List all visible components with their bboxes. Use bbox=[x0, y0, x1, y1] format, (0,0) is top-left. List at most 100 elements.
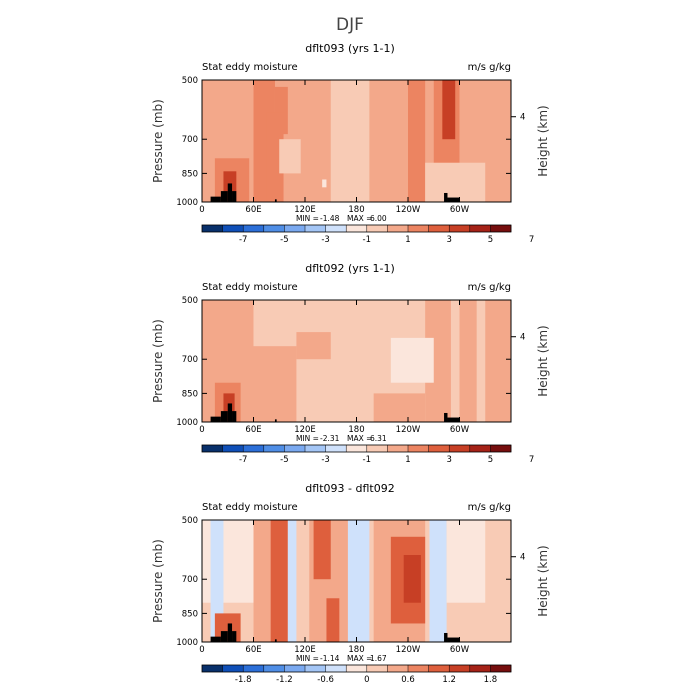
colorbar-swatch bbox=[387, 665, 409, 672]
height-tick-label: 4 bbox=[520, 553, 525, 563]
y-tick-label: 850 bbox=[182, 609, 198, 619]
y-tick-label: 700 bbox=[182, 355, 198, 365]
colorbar-label: 3 bbox=[446, 455, 451, 465]
variable-label: Stat eddy moisture bbox=[202, 62, 298, 73]
max-value: 6.00 bbox=[370, 214, 387, 223]
y-tick-label: 500 bbox=[182, 516, 198, 526]
colorbar-swatch bbox=[449, 665, 471, 672]
contour-region bbox=[279, 139, 301, 174]
topography-mask bbox=[232, 411, 237, 422]
x-tick-label: 120W bbox=[396, 425, 421, 435]
colorbar-swatch bbox=[449, 445, 471, 452]
y-axis-title: Pressure (mb) bbox=[151, 539, 165, 623]
colorbar-frame bbox=[201, 664, 512, 673]
x-tick-label: 0 bbox=[199, 205, 204, 215]
topography-mask bbox=[274, 199, 277, 202]
colorbar-swatch bbox=[346, 665, 368, 672]
topography-mask bbox=[210, 196, 221, 202]
colorbar-label: -1.8 bbox=[235, 675, 252, 685]
colorbar-swatch bbox=[263, 445, 285, 452]
height-tick-label: 4 bbox=[520, 113, 525, 123]
colorbar-swatch bbox=[346, 445, 368, 452]
colorbar-label: 5 bbox=[488, 235, 493, 245]
colorbar-swatch bbox=[428, 665, 450, 672]
colorbar-swatch bbox=[490, 225, 512, 232]
y-tick-label: 850 bbox=[182, 169, 198, 179]
colorbar-swatch bbox=[490, 445, 512, 452]
colorbar-label: 7 bbox=[529, 455, 534, 465]
contour-region bbox=[296, 332, 331, 360]
colorbar-label: 0.6 bbox=[401, 675, 415, 685]
colorbar-swatch bbox=[469, 665, 491, 672]
topography-mask bbox=[444, 192, 448, 202]
colorbar-label: -1 bbox=[363, 455, 371, 465]
max-label: MAX = bbox=[347, 214, 372, 223]
topography-mask bbox=[274, 419, 277, 422]
contour-field bbox=[202, 80, 511, 202]
topography-mask bbox=[274, 639, 277, 642]
y-axis-title-right: Height (km) bbox=[536, 105, 550, 176]
contour-region bbox=[408, 80, 426, 202]
min-label: MIN = bbox=[296, 214, 319, 223]
topography-mask bbox=[447, 197, 460, 202]
topography-mask bbox=[444, 412, 448, 422]
y-tick-label: 1000 bbox=[176, 198, 198, 208]
contour-field bbox=[202, 520, 511, 642]
colorbar-frame bbox=[201, 224, 512, 233]
topography-mask bbox=[220, 411, 228, 422]
x-tick-label: 180 bbox=[348, 425, 364, 435]
colorbar-swatch bbox=[366, 445, 388, 452]
contour-region bbox=[347, 520, 370, 642]
min-value: -2.31 bbox=[320, 434, 340, 443]
x-tick-label: 120E bbox=[294, 645, 316, 655]
colorbar-swatch bbox=[490, 665, 512, 672]
panels: dflt093 (yrs 1-1) Stat eddy moisture m/s g… bbox=[151, 42, 550, 685]
max-label: MAX = bbox=[347, 434, 372, 443]
colorbar-swatch bbox=[428, 225, 450, 232]
contour-region bbox=[287, 520, 297, 642]
contour-region bbox=[330, 80, 370, 202]
colorbar-frame bbox=[201, 444, 512, 453]
contour-region bbox=[485, 80, 511, 202]
colorbar-label: 5 bbox=[488, 455, 493, 465]
colorbar-swatch bbox=[222, 445, 244, 452]
colorbar-swatch bbox=[222, 225, 244, 232]
x-tick-label: 0 bbox=[199, 645, 204, 655]
contour-region bbox=[425, 300, 511, 422]
min-value: -1.14 bbox=[320, 654, 340, 663]
colorbar-swatch bbox=[202, 445, 223, 452]
topography-mask bbox=[227, 623, 233, 642]
contour-region bbox=[401, 348, 424, 379]
x-tick-label: 60W bbox=[450, 645, 470, 655]
x-tick-label: 120W bbox=[396, 645, 421, 655]
colorbar-label: -1 bbox=[363, 235, 371, 245]
colorbar-swatch bbox=[222, 665, 244, 672]
colorbar-swatch bbox=[243, 225, 265, 232]
colorbar-label: -0.6 bbox=[317, 675, 334, 685]
panel-title: dflt092 (yrs 1-1) bbox=[305, 262, 395, 275]
max-value: 1.67 bbox=[370, 654, 387, 663]
colorbar-label: 1 bbox=[405, 235, 410, 245]
panel-title: dflt093 (yrs 1-1) bbox=[305, 42, 395, 55]
x-tick-label: 60E bbox=[245, 425, 261, 435]
colorbar-swatch bbox=[408, 665, 429, 672]
colorbar-swatch bbox=[305, 445, 326, 452]
colorbar-label: 1.2 bbox=[442, 675, 456, 685]
colorbar-swatch bbox=[449, 225, 471, 232]
colorbar-swatch bbox=[325, 665, 347, 672]
units-label: m/s g/kg bbox=[468, 62, 511, 73]
y-tick-label: 500 bbox=[182, 76, 198, 86]
topography-mask bbox=[447, 637, 460, 642]
colorbar-label: 1.8 bbox=[484, 675, 498, 685]
units-label: m/s g/kg bbox=[468, 502, 511, 513]
contour-region bbox=[266, 112, 284, 202]
y-axis-title: Pressure (mb) bbox=[151, 319, 165, 403]
contour-region bbox=[429, 520, 447, 642]
height-tick-label: 4 bbox=[520, 333, 525, 343]
colorbar-swatch bbox=[408, 445, 429, 452]
colorbar-swatch bbox=[202, 665, 223, 672]
colorbar-swatch bbox=[305, 225, 326, 232]
colorbar-swatch bbox=[387, 225, 409, 232]
chart-panel: dflt093 (yrs 1-1) Stat eddy moisture m/s g… bbox=[151, 42, 550, 245]
y-axis-title-right: Height (km) bbox=[536, 545, 550, 616]
